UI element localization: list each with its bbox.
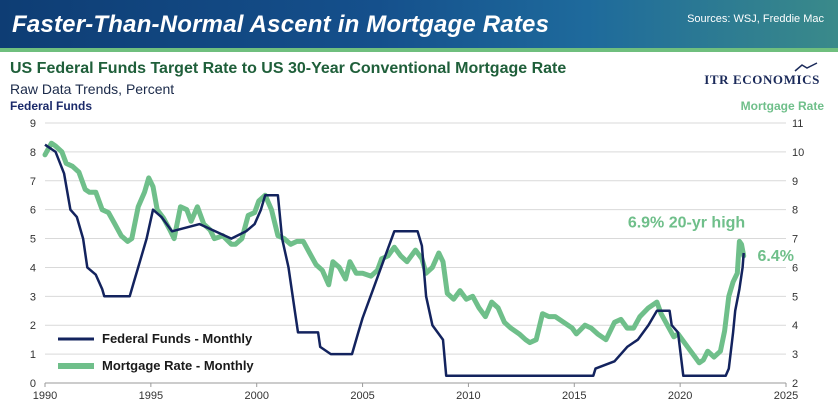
right-y-tick-label: 7 [792, 234, 798, 246]
left-y-tick-label: 0 [30, 378, 36, 390]
right-y-tick-label: 11 [792, 118, 803, 130]
left-y-tick-label: 4 [30, 262, 36, 274]
x-tick-label: 2005 [350, 390, 374, 402]
banner-accent-stripe [0, 48, 838, 52]
legend-fed-label: Federal Funds - Monthly [102, 331, 253, 346]
logo-mark-icon [794, 62, 818, 72]
itr-logo: ITR ECONOMICS [704, 62, 820, 92]
x-tick-label: 1995 [139, 390, 163, 402]
x-tick-label: 2015 [562, 390, 586, 402]
left-y-tick-label: 2 [30, 320, 36, 332]
right-y-tick-label: 5 [792, 291, 798, 303]
legend-mortgage-label: Mortgage Rate - Monthly [102, 358, 254, 373]
left-y-tick-label: 7 [30, 176, 36, 188]
left-axis-title: Federal Funds [10, 99, 93, 113]
chart-title: US Federal Funds Target Rate to US 30-Ye… [10, 60, 567, 77]
banner-sources: Sources: WSJ, Freddie Mac [687, 13, 824, 25]
logo-text: ITR ECONOMICS [704, 72, 820, 87]
left-y-tick-label: 5 [30, 234, 36, 246]
left-y-tick-label: 6 [30, 205, 36, 217]
federal-funds-line [44, 143, 745, 378]
right-y-tick-label: 3 [792, 349, 798, 361]
right-y-tick-label: 2 [792, 378, 798, 390]
left-y-tick-label: 3 [30, 291, 36, 303]
mortgage-rate-line [42, 140, 747, 366]
x-tick-label: 2020 [668, 390, 692, 402]
x-tick-label: 2000 [244, 390, 268, 402]
annotation-latest-value: 6.4% [758, 248, 794, 265]
right-y-tick-label: 6 [792, 262, 798, 274]
x-tick-label: 2010 [456, 390, 480, 402]
right-y-tick-label: 9 [792, 176, 798, 188]
right-y-tick-label: 10 [792, 147, 804, 159]
left-y-tick-label: 8 [30, 147, 36, 159]
left-y-tick-label: 9 [30, 118, 36, 130]
banner-title: Faster-Than-Normal Ascent in Mortgage Ra… [12, 11, 550, 38]
x-tick-label: 1990 [33, 390, 57, 402]
title-banner: Faster-Than-Normal Ascent in Mortgage Ra… [0, 0, 838, 50]
right-y-tick-label: 4 [792, 320, 798, 332]
x-tick-label: 2025 [774, 390, 798, 402]
right-y-tick-label: 8 [792, 205, 798, 217]
annotation-20yr-high: 6.9% 20-yr high [628, 214, 745, 231]
left-y-tick-label: 1 [30, 349, 36, 361]
chart-subtitle: Raw Data Trends, Percent [10, 81, 175, 97]
right-axis-title: Mortgage Rate [740, 99, 824, 113]
